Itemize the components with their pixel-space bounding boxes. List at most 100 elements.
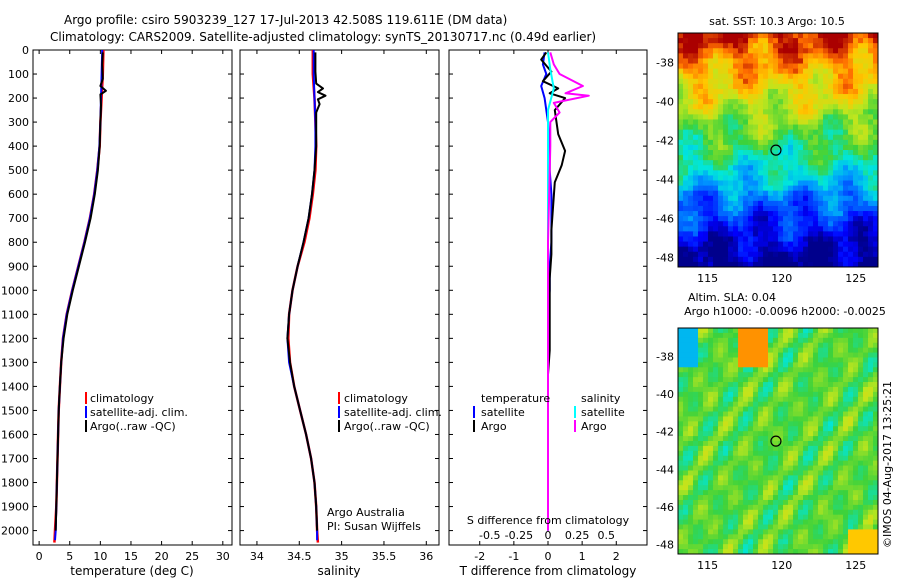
map-cell: [813, 94, 819, 100]
map-cell: [803, 251, 809, 258]
map-cell: [718, 529, 724, 535]
map-cell: [688, 436, 694, 442]
map-cell: [708, 342, 714, 349]
map-cell: [793, 499, 799, 506]
map-cell: [728, 190, 734, 197]
map-cell: [858, 205, 864, 212]
map-cell: [863, 328, 869, 334]
map-cell: [768, 38, 774, 44]
map-cell: [703, 465, 709, 472]
map-cell: [853, 534, 859, 540]
map-cell: [853, 48, 859, 54]
map-cell: [713, 337, 719, 344]
map-cell: [873, 416, 878, 422]
map-cell: [758, 124, 764, 131]
map-cell: [838, 205, 844, 212]
x2tick-label: 0.5: [597, 529, 615, 542]
map-cell: [703, 236, 709, 243]
axis-ticks: 0100200300400500600700800900100011001200…: [1, 44, 866, 572]
map-cell: [763, 509, 769, 516]
map-cell: [823, 129, 829, 136]
map-cell: [868, 124, 874, 131]
map-cell: [858, 251, 864, 258]
map-cell: [758, 499, 764, 506]
map-cell: [868, 175, 874, 182]
map-cell: [808, 73, 814, 80]
map-cell: [778, 53, 784, 60]
map-cell: [748, 256, 754, 263]
map-cell: [793, 63, 799, 70]
map-cell: [758, 195, 764, 202]
map-cell: [798, 396, 804, 403]
map-cell: [823, 43, 829, 49]
map-cell: [813, 529, 819, 535]
map-cell: [693, 150, 699, 156]
map-cell: [778, 362, 784, 368]
map-cell: [743, 251, 749, 258]
map-cell: [678, 485, 684, 491]
map-cell: [718, 441, 724, 447]
map-cell: [728, 441, 734, 447]
map-cell: [818, 236, 824, 243]
map-cell: [758, 544, 764, 550]
map-cell: [758, 94, 764, 100]
map-cell: [778, 495, 784, 501]
map-cell: [868, 241, 874, 248]
map-cell: [863, 342, 869, 349]
map-cell: [818, 519, 824, 526]
map-cell: [823, 175, 829, 182]
map-cell: [723, 549, 729, 554]
map-cell: [753, 119, 759, 126]
map-cell: [688, 205, 694, 212]
map-cell: [828, 504, 834, 511]
map-cell: [853, 195, 859, 202]
map-cell: [728, 246, 734, 253]
map-cell: [808, 519, 814, 526]
map-cell: [753, 144, 759, 151]
map-cell: [713, 231, 719, 238]
map-cell: [823, 205, 829, 212]
map-cell: [713, 519, 719, 526]
map-cell: [718, 396, 724, 403]
map-cell: [748, 53, 754, 60]
map-cell: [723, 83, 729, 90]
map-cell: [713, 544, 719, 550]
ytick-label: 800: [8, 236, 29, 249]
map-cell: [813, 337, 819, 344]
map-cell: [738, 352, 744, 359]
map-cell: [853, 43, 859, 49]
xtick-label: 0: [36, 550, 43, 563]
map-cell: [793, 58, 799, 65]
map-cell: [698, 129, 704, 136]
map-cell: [853, 377, 859, 383]
map-cell: [868, 382, 874, 388]
map-cell: [853, 509, 859, 516]
map-cell: [793, 386, 799, 393]
map-cell: [858, 411, 864, 418]
map-cell: [773, 38, 779, 44]
map-cell: [768, 534, 774, 540]
map-cell: [708, 406, 714, 413]
map-cell: [768, 124, 774, 131]
map-cell: [833, 165, 839, 171]
map-cell: [823, 391, 829, 398]
map-cell: [783, 180, 789, 187]
map-cell: [818, 386, 824, 393]
map-cell: [808, 180, 814, 187]
map-cell: [833, 139, 839, 146]
map-cell: [698, 211, 704, 217]
legend-temp-argo: Argo: [481, 420, 507, 433]
map-cell: [823, 524, 829, 531]
map-cell: [688, 104, 694, 110]
map-cell: [758, 445, 764, 452]
map-cell: [848, 499, 854, 506]
map-cell: [873, 436, 878, 442]
map-cell: [838, 519, 844, 526]
map-cell: [833, 83, 839, 90]
map-cell: [803, 180, 809, 187]
map-cell: [723, 357, 729, 363]
map-cell: [808, 495, 814, 501]
map-cell: [838, 337, 844, 344]
map-cell: [693, 114, 699, 121]
map-cell: [818, 539, 824, 545]
